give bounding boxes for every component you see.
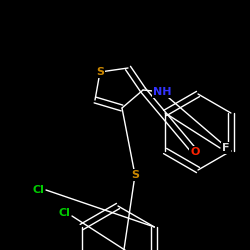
Text: F: F: [222, 143, 230, 153]
Text: Cl: Cl: [32, 185, 44, 195]
Text: S: S: [96, 67, 104, 77]
Text: Cl: Cl: [58, 208, 70, 218]
Text: O: O: [190, 147, 200, 157]
Text: S: S: [131, 170, 139, 180]
Text: NH: NH: [153, 87, 171, 97]
